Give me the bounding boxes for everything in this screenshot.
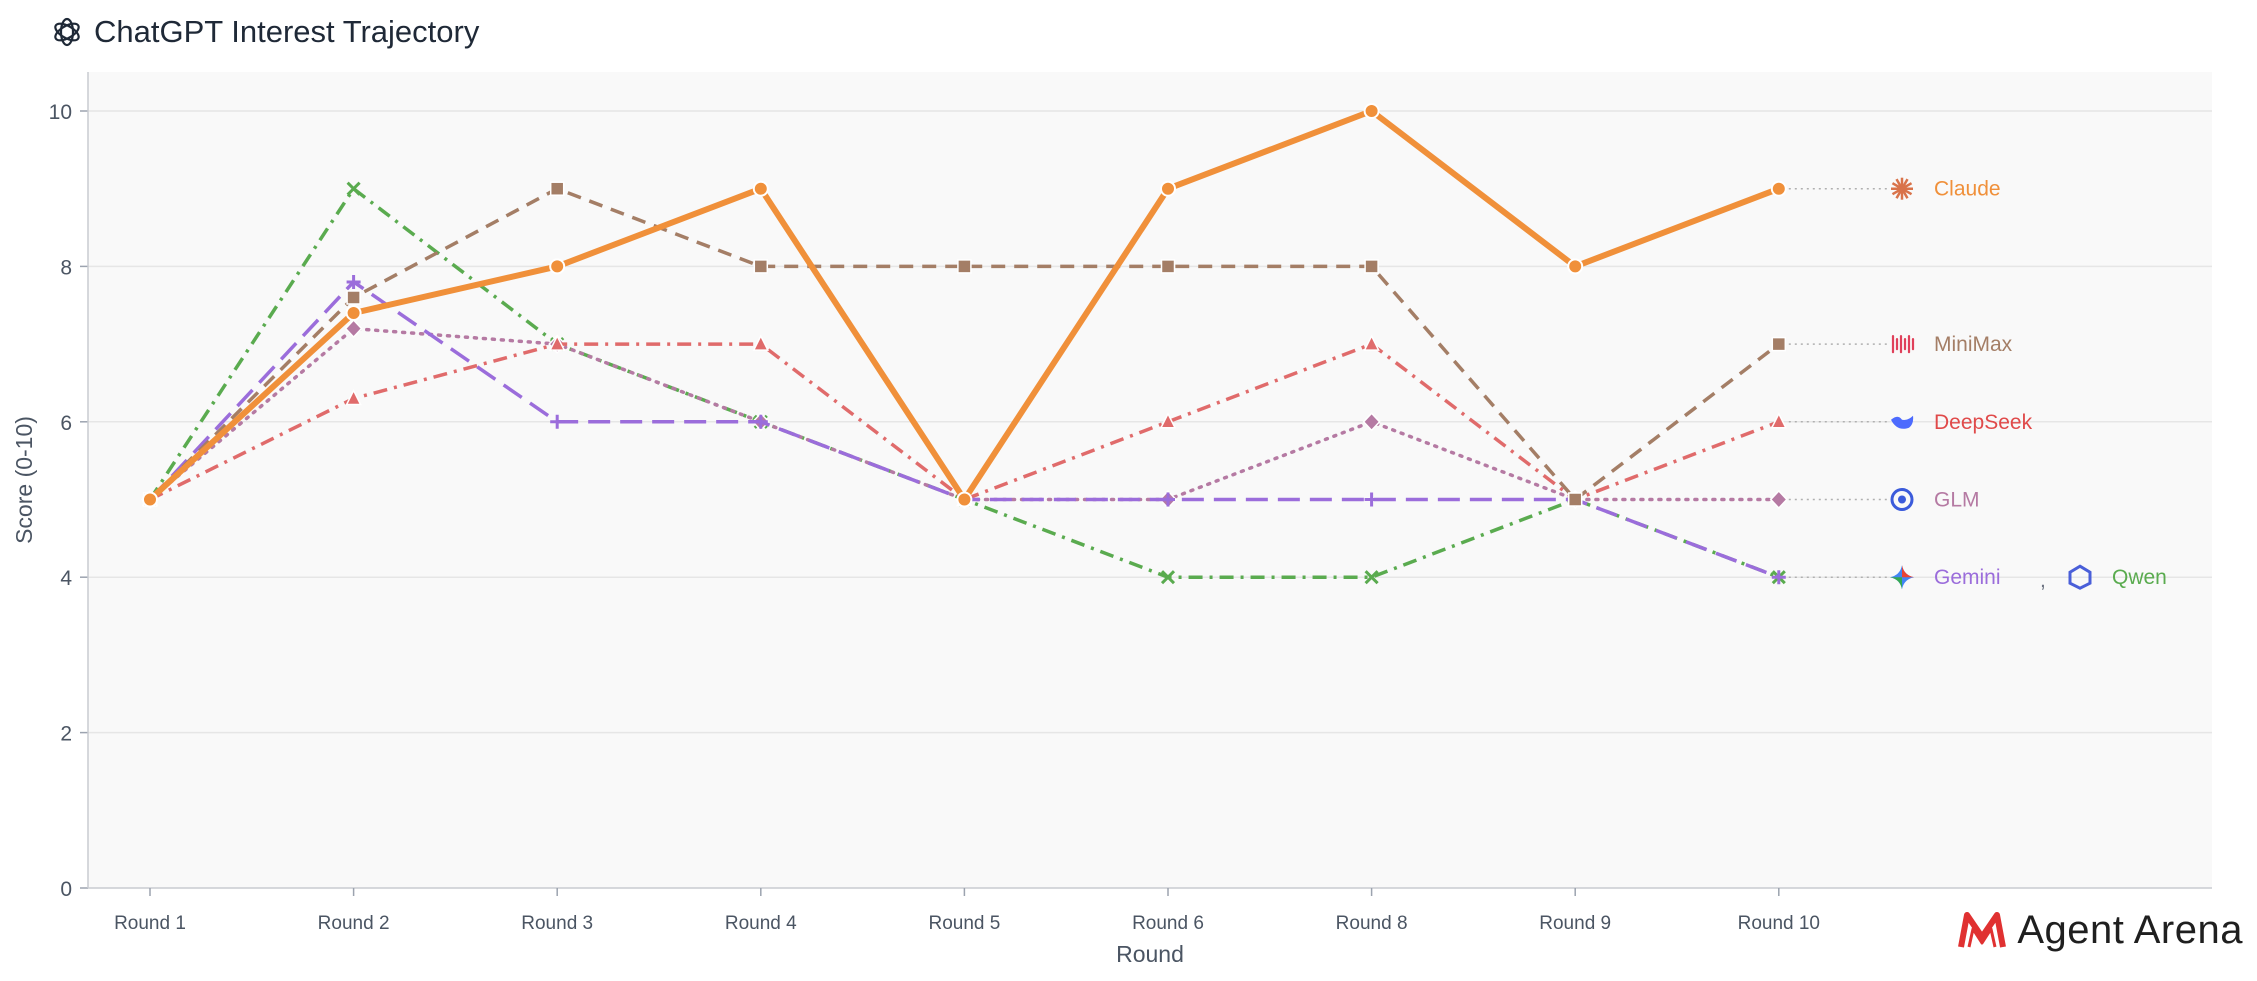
point-marker [346,290,361,305]
point-marker [1363,103,1380,119]
legend-label: MiniMax [1934,333,2013,356]
x-tick-label: Round 9 [1539,913,1611,934]
point-marker [957,259,972,274]
x-tick-label: Round 8 [1336,913,1408,934]
point-marker [550,414,565,429]
chart-title: ChatGPT Interest Trajectory [94,14,480,49]
openai-logo-icon [54,17,80,47]
point-marker [956,491,973,508]
x-tick-label: Round 6 [1132,913,1204,934]
point-marker [549,258,566,275]
qwen-icon [2068,564,2092,590]
legend-label: Qwen [2112,566,2167,589]
y-tick-label: 10 [49,101,72,124]
plot-background [88,72,2212,888]
claude-icon [1891,177,1913,200]
brand-name: Agent Arena [2017,908,2243,952]
icon-dot [1898,495,1906,504]
y-tick-label: 2 [60,723,72,746]
legend-separator: , [2040,569,2046,592]
y-tick-label: 6 [60,412,72,435]
legend-glm: GLM [1788,488,1980,512]
point-marker [1363,334,1380,351]
deepseek-icon [1891,415,1914,429]
icon-ray [1891,182,1913,196]
point-marker [1567,258,1584,275]
series-claude [142,103,1787,508]
point-marker [1159,412,1177,429]
point-marker [548,334,566,351]
x-tick-label: Round 2 [318,913,390,934]
x-tick-label: Round 10 [1738,913,1820,934]
gemini-icon [1890,565,1914,590]
point-marker [346,181,361,196]
point-marker [1770,412,1788,429]
point-marker [344,318,363,339]
legend-label: DeepSeek [1934,411,2033,434]
point-marker [1364,492,1379,507]
chart-header: ChatGPT Interest Trajectory [50,10,479,54]
legend-label: GLM [1934,489,1980,512]
y-axis-label: Score (0-10) [11,416,37,544]
glm-icon [1890,488,1914,511]
point-marker [1160,180,1176,197]
series-line [148,326,1781,502]
legend-label: Gemini [1934,566,2001,589]
point-marker [345,388,362,406]
icon-shape [1891,415,1914,429]
icon-hex [2068,564,2092,590]
point-marker [1160,570,1176,585]
point-marker [752,180,769,197]
series-minimax [142,181,1787,507]
point-marker [1567,492,1583,507]
series-line [148,186,1780,502]
point-marker [1160,259,1176,274]
legend-label: Claude [1934,178,2001,201]
x-tick-label: Round 1 [114,913,186,934]
point-marker [549,181,565,196]
y-tick-label: 8 [60,256,72,279]
x-tick-label: Round 4 [725,913,797,934]
point-marker [142,491,158,508]
legend-claude: Claude [1788,177,2001,201]
point-marker [1770,180,1787,197]
agent-arena-logo-icon [1958,911,2007,948]
point-marker [346,274,361,289]
legend-minimax: MiniMax [1788,333,2013,356]
x-tick-label: Round 5 [928,913,1000,934]
legend-deepseek: DeepSeek [1788,411,2033,434]
y-tick-label: 0 [60,878,72,901]
x-tick-label: Round 3 [521,913,593,934]
point-marker [1771,570,1786,585]
icon-star-green [1890,577,1902,590]
point-marker [1771,336,1787,352]
point-marker [753,414,768,429]
icon-star-red [1902,565,1914,578]
legend-qwen: Qwen [2068,564,2167,590]
point-marker [1364,570,1379,585]
point-marker [1362,412,1381,432]
point-marker [1769,489,1788,510]
x-axis-label: Round [1116,941,1184,967]
point-marker [753,259,769,274]
point-marker [1364,259,1379,274]
icon-ring [1890,488,1914,511]
point-marker [752,334,770,351]
y-tick-label: 4 [60,567,72,590]
brand-logo: Agent Arena [1957,908,2243,953]
legend-gemini: Gemini [1788,565,2001,590]
point-marker [345,305,362,322]
point-marker [1161,492,1175,507]
minimax-icon [1891,335,1915,354]
